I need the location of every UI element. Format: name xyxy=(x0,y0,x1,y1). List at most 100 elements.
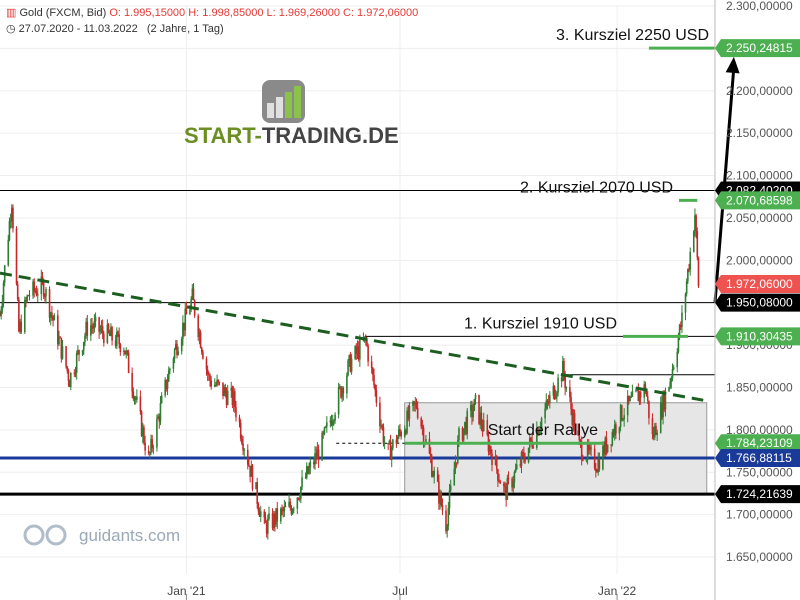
candle-body xyxy=(75,353,78,373)
candle-body xyxy=(321,432,323,461)
candle-body xyxy=(100,326,103,330)
candle-body xyxy=(67,370,70,381)
candle-body xyxy=(78,350,80,355)
candle-body xyxy=(206,369,209,375)
candle-body xyxy=(366,339,368,346)
candle-body xyxy=(73,372,76,374)
candle-body xyxy=(200,347,203,353)
candle-body xyxy=(474,394,477,400)
candle-body xyxy=(33,281,36,292)
candle-body xyxy=(263,511,266,518)
candle-body xyxy=(432,476,434,478)
candle-body xyxy=(636,390,638,392)
candle-body xyxy=(512,482,515,488)
candle-body xyxy=(618,426,621,434)
candle-body xyxy=(156,418,158,448)
price-tag-target-text: 1.910,30435 xyxy=(726,329,793,343)
candle-body xyxy=(304,477,307,479)
candle-body xyxy=(596,471,598,473)
candle-body xyxy=(697,257,700,286)
candle-body xyxy=(1,301,4,310)
candle-body xyxy=(466,410,469,434)
candle-body xyxy=(400,431,402,437)
candle-body xyxy=(119,344,122,353)
candle-body xyxy=(494,456,497,466)
candle-body xyxy=(556,392,558,397)
candle-body xyxy=(36,294,39,296)
candle-body xyxy=(330,420,333,426)
candle-body xyxy=(620,405,623,420)
candle-body xyxy=(132,391,135,400)
candle-body xyxy=(334,414,336,421)
candle-body xyxy=(390,447,393,460)
price-tag-current-bg xyxy=(715,275,800,294)
candle-body xyxy=(654,426,656,438)
candle-body xyxy=(407,410,410,420)
candle-body xyxy=(629,397,631,402)
candle-body xyxy=(108,332,111,337)
candle-body xyxy=(7,239,10,266)
chart-header-line-2: ◷ 27.07.2020 - 11.03.2022 (2 Jahre, 1 Ta… xyxy=(6,22,224,35)
candle-body xyxy=(28,295,31,297)
candle-body xyxy=(141,427,144,436)
candle-body xyxy=(165,379,168,389)
logo-text-domain: TRADING.DE xyxy=(262,123,399,148)
candle-body xyxy=(2,282,5,302)
candle-body xyxy=(454,462,457,469)
candle-body xyxy=(223,387,225,396)
candle-body xyxy=(582,459,584,461)
candle-body xyxy=(570,397,572,410)
candle-body xyxy=(82,342,85,351)
candle-body xyxy=(275,508,277,525)
date-range: 27.07.2020 - 11.03.2022 xyxy=(18,23,138,35)
candle-body xyxy=(436,470,439,482)
candle-body xyxy=(695,215,697,231)
candle-body xyxy=(465,421,467,434)
candle-body xyxy=(678,324,681,338)
candle-body xyxy=(323,427,326,434)
candle-body xyxy=(51,312,53,317)
candle-body xyxy=(131,373,133,392)
candle-body xyxy=(679,324,682,327)
candle-body xyxy=(395,439,398,444)
candle-body xyxy=(644,384,647,392)
candle-body xyxy=(255,482,257,490)
candle-body xyxy=(429,453,432,459)
candle-body xyxy=(185,308,188,315)
y-tick-label: 2.200,00000 xyxy=(726,84,793,98)
candle-body xyxy=(586,444,589,460)
target-label: Start der Rallye xyxy=(488,422,598,439)
candle-body xyxy=(166,381,169,389)
candle-body xyxy=(316,449,319,459)
candle-body xyxy=(564,376,566,389)
price-tag-level-bg xyxy=(715,448,800,467)
candle-body xyxy=(281,508,283,510)
candle-body xyxy=(69,372,72,388)
candle-body xyxy=(527,447,530,463)
candle-body xyxy=(569,387,571,398)
candle-body xyxy=(694,215,696,232)
candle-body xyxy=(552,386,555,396)
candle-body xyxy=(251,465,254,490)
candle-body xyxy=(208,374,210,376)
candle-body xyxy=(546,400,549,402)
candle-body xyxy=(296,497,299,509)
candle-body xyxy=(0,315,1,317)
clock-icon: ◷ xyxy=(6,23,16,35)
y-tick-label: 1.650,00000 xyxy=(726,550,793,564)
y-tick-label: 1.800,00000 xyxy=(726,423,793,437)
candle-body xyxy=(412,401,414,406)
candle-body xyxy=(626,395,629,416)
candle-body xyxy=(32,281,34,296)
candle-body xyxy=(524,459,526,463)
candle-body xyxy=(317,449,320,461)
target-label: 2. Kursziel 2070 USD xyxy=(520,179,673,196)
candle-body xyxy=(133,397,136,400)
candle-body xyxy=(84,335,86,343)
candle-body xyxy=(590,447,592,449)
candle-body xyxy=(107,324,110,333)
candle-body xyxy=(572,412,575,425)
candle-body xyxy=(560,377,563,382)
candle-body xyxy=(265,522,268,534)
